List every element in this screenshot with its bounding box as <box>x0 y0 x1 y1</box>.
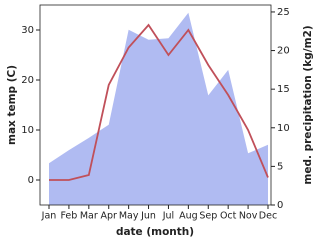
x-tick-label: Feb <box>60 211 77 222</box>
x-tick-label: Jan <box>41 211 57 222</box>
x-tick-label: Jun <box>140 211 156 222</box>
x-axis-label: date (month) <box>116 226 194 238</box>
x-tick-label: Dec <box>259 211 277 222</box>
plot-frame <box>39 4 272 206</box>
y2-tick-label: 5 <box>277 161 283 172</box>
y2-tick-label: 20 <box>277 46 290 57</box>
x-tick-label: Mar <box>80 211 98 222</box>
x-tick-label: Oct <box>220 211 237 222</box>
y-tick-label: 10 <box>21 125 34 136</box>
y2-tick-label: 25 <box>277 7 290 18</box>
precip-area <box>49 12 268 205</box>
temp-line <box>49 23 269 181</box>
y-tick-label: 30 <box>21 25 34 36</box>
y-tick-label: 0 <box>28 175 34 186</box>
y-tick-label: 20 <box>21 75 34 86</box>
x-tick-label: Apr <box>101 211 118 222</box>
x-tick-label: May <box>119 211 139 222</box>
y2-axis-label: med. precipitation (kg/m2) <box>302 25 314 184</box>
y2-tick-label: 15 <box>277 84 290 95</box>
y2-tick-label: 10 <box>277 123 290 134</box>
x-tick-label: Aug <box>179 211 198 222</box>
y2-tick-label: 0 <box>277 200 283 211</box>
x-tick-label: Jul <box>162 211 174 222</box>
x-tick-label: Sep <box>199 211 217 222</box>
x-tick-label: Nov <box>239 211 258 222</box>
y-axis-label: max temp (C) <box>6 65 18 145</box>
